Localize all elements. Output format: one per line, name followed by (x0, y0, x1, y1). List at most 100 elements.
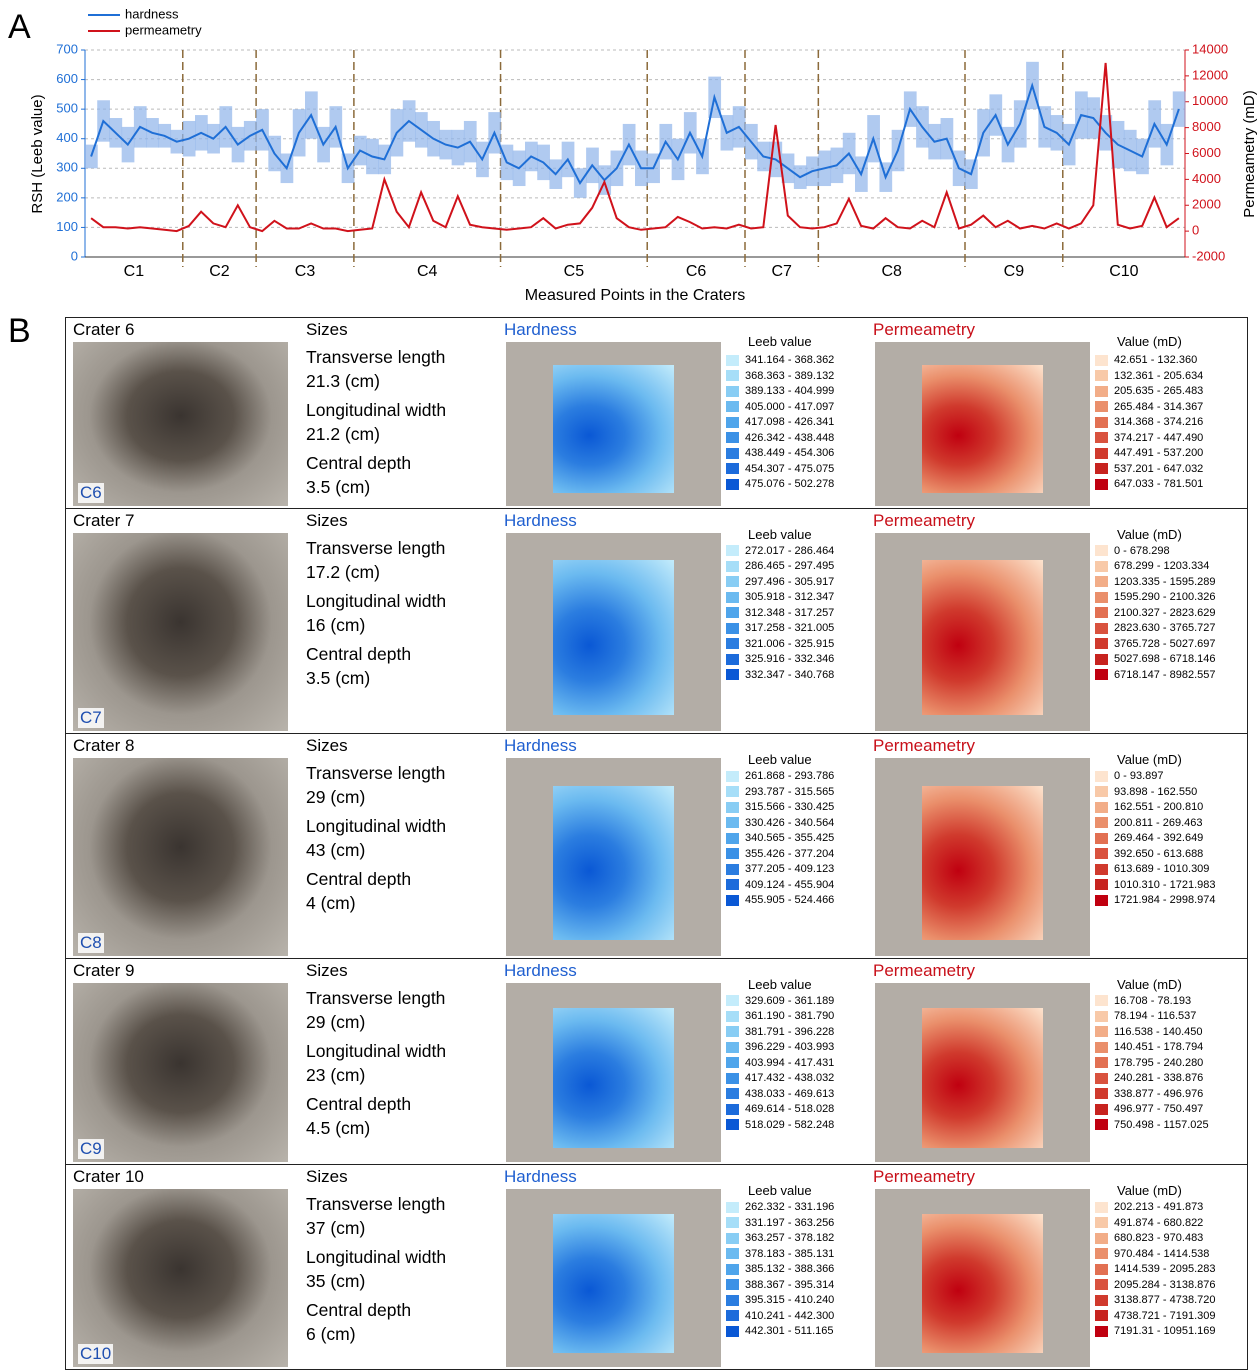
permeametry-unit: Value (mD) (1117, 977, 1182, 992)
y-tick-label: 700 (56, 41, 78, 56)
legend-label: 447.491 - 537.200 (1114, 447, 1203, 459)
legend-swatch (1095, 1279, 1108, 1290)
legend-label: 162.551 - 200.810 (1114, 801, 1203, 813)
legend-swatch (726, 1057, 739, 1068)
hardness-legend-entry: 454.307 - 475.075 (726, 463, 834, 475)
permeametry-legend-entry: 314.368 - 374.216 (1095, 416, 1203, 428)
crater-name: Crater 10 (73, 1167, 144, 1187)
group-label: C10 (1109, 263, 1138, 280)
hardness-legend-entry: 272.017 - 286.464 (726, 545, 834, 557)
legend-swatch (726, 370, 739, 381)
legend-label: 3138.877 - 4738.720 (1114, 1294, 1216, 1306)
size-value: 37 (cm) (306, 1216, 365, 1240)
legend-swatch (1095, 607, 1108, 618)
permeametry-legend-entry: 269.464 - 392.649 (1095, 832, 1203, 844)
legend-swatch (726, 669, 739, 680)
legend-swatch (1095, 370, 1108, 381)
legend-label: 5027.698 - 6718.146 (1114, 653, 1216, 665)
crater-table: Crater 6C6SizesTransverse length21.3 (cm… (65, 317, 1248, 1370)
size-label: Central depth (306, 451, 411, 475)
legend-swatch (726, 833, 739, 844)
legend-swatch (1095, 1026, 1108, 1037)
legend-swatch (1095, 561, 1108, 572)
legend-label: 381.791 - 396.228 (745, 1026, 834, 1038)
legend-swatch (726, 1104, 739, 1115)
legend-swatch (1095, 786, 1108, 797)
legend-swatch (1095, 463, 1108, 474)
permeametry-legend-entry: 0 - 93.897 (1095, 770, 1164, 782)
permeametry-legend-entry: 678.299 - 1203.334 (1095, 560, 1209, 572)
legend-swatch (726, 355, 739, 366)
legend-swatch (726, 1088, 739, 1099)
hardness-legend-entry: 378.183 - 385.131 (726, 1248, 834, 1260)
hardness-legend-entry: 321.006 - 325.915 (726, 638, 834, 650)
legend-label: 454.307 - 475.075 (745, 463, 834, 475)
crater-name: Crater 6 (73, 320, 134, 340)
legend-label: 1203.335 - 1595.289 (1114, 576, 1216, 588)
hardness-legend-entry: 388.367 - 395.314 (726, 1279, 834, 1291)
group-label: C4 (417, 263, 438, 280)
permeametry-title: Permeametry (873, 736, 975, 756)
size-label: Transverse length (306, 1192, 445, 1216)
legend-label: 329.609 - 361.189 (745, 995, 834, 1007)
y2-tick-label: 6000 (1192, 145, 1221, 160)
group-label: C7 (771, 263, 792, 280)
crater-photo: C9 (73, 983, 288, 1163)
legend-swatch (1095, 1248, 1108, 1259)
hardness-unit: Leeb value (748, 334, 812, 349)
legend-swatch (726, 848, 739, 859)
y-tick-label: 0 (71, 248, 78, 263)
hardness-contour (553, 786, 673, 940)
size-value: 43 (cm) (306, 838, 365, 862)
legend-swatch (726, 1026, 739, 1037)
permeametry-legend-entry: 2095.284 - 3138.876 (1095, 1279, 1216, 1291)
permeametry-legend-entry: 78.194 - 116.537 (1095, 1010, 1196, 1022)
hardness-legend-entry: 329.609 - 361.189 (726, 995, 834, 1007)
legend-swatch (726, 463, 739, 474)
hardness-legend-entry: 403.994 - 417.431 (726, 1057, 834, 1069)
crater-tag: C9 (78, 1139, 104, 1159)
hardness-map (506, 1189, 721, 1367)
legend-label: 7191.31 - 10951.169 (1114, 1325, 1216, 1337)
hardness-legend-entry: 361.190 - 381.790 (726, 1010, 834, 1022)
legend-label: 469.614 - 518.028 (745, 1103, 834, 1115)
legend-label: 317.258 - 321.005 (745, 622, 834, 634)
legend-label: 140.451 - 178.794 (1114, 1041, 1203, 1053)
hardness-legend-entry: 405.000 - 417.097 (726, 401, 834, 413)
legend-label: 1595.290 - 2100.326 (1114, 591, 1216, 603)
y2-tick-label: 14000 (1192, 41, 1228, 56)
legend-swatch (1095, 833, 1108, 844)
legend-swatch (726, 1119, 739, 1130)
hardness-legend-entry: 331.197 - 363.256 (726, 1217, 834, 1229)
legend-label: 315.566 - 330.425 (745, 801, 834, 813)
y-tick-label: 300 (56, 160, 78, 175)
permeametry-map (875, 342, 1090, 506)
legend-label: 325.916 - 332.346 (745, 653, 834, 665)
legend-swatch (1095, 817, 1108, 828)
hardness-legend-entry: 385.132 - 388.366 (726, 1263, 834, 1275)
legend-label: 6718.147 - 8982.557 (1114, 669, 1216, 681)
legend-label: 297.496 - 305.917 (745, 576, 834, 588)
crater-row: Crater 6C6SizesTransverse length21.3 (cm… (66, 318, 1247, 509)
hardness-legend-entry: 325.916 - 332.346 (726, 653, 834, 665)
legend-label: 970.484 - 1414.538 (1114, 1248, 1209, 1260)
legend-swatch (726, 401, 739, 412)
permeametry-legend-entry: 240.281 - 338.876 (1095, 1072, 1203, 1084)
y2-tick-label: 8000 (1192, 119, 1221, 134)
legend-label: 491.874 - 680.822 (1114, 1217, 1203, 1229)
sizes-title: Sizes (306, 736, 348, 756)
crater-row: Crater 7C7SizesTransverse length17.2 (cm… (66, 509, 1247, 735)
permeametry-legend-entry: 613.689 - 1010.309 (1095, 863, 1209, 875)
y2-tick-label: 2000 (1192, 197, 1221, 212)
legend-label: 272.017 - 286.464 (745, 545, 834, 557)
crater-name: Crater 8 (73, 736, 134, 756)
permeametry-legend-entry: 1595.290 - 2100.326 (1095, 591, 1216, 603)
legend-swatch (1095, 1295, 1108, 1306)
legend-swatch (726, 771, 739, 782)
hardness-unit: Leeb value (748, 977, 812, 992)
legend-label: 678.299 - 1203.334 (1114, 560, 1209, 572)
size-value: 4.5 (cm) (306, 1116, 370, 1140)
legend-swatch (726, 1326, 739, 1337)
permeametry-legend-entry: 116.538 - 140.450 (1095, 1026, 1202, 1038)
size-label: Central depth (306, 867, 411, 891)
